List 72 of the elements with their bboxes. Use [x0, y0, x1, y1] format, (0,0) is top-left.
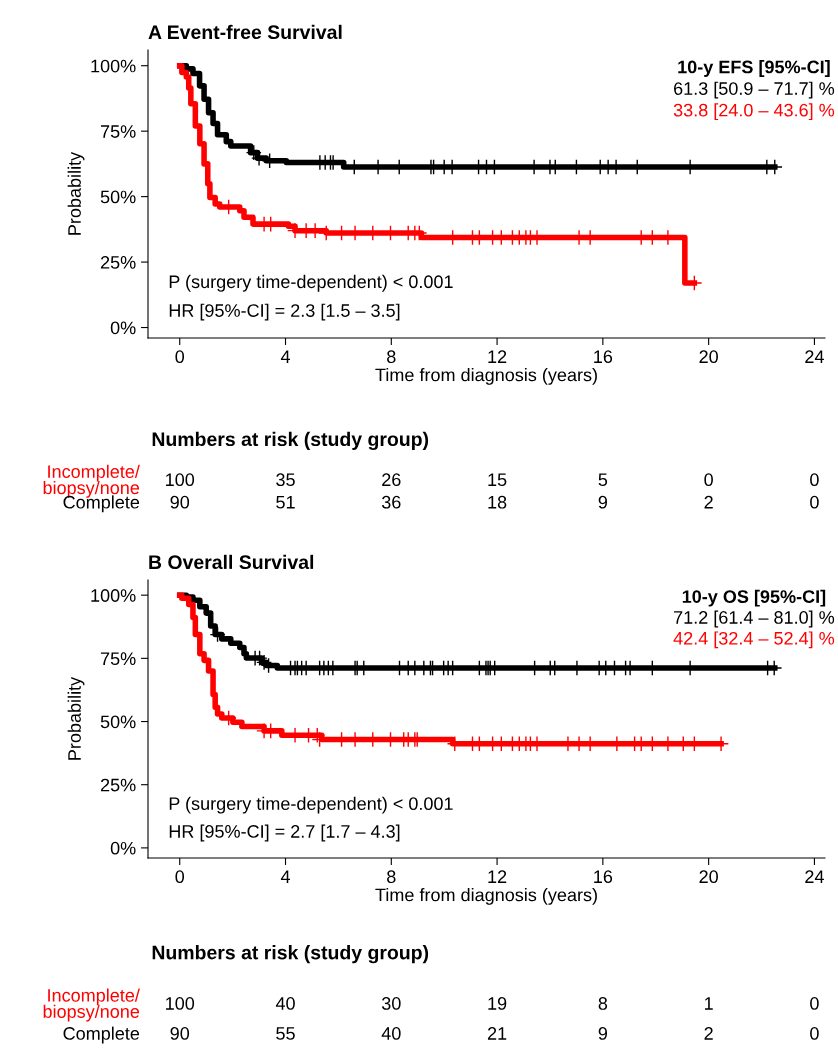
x-tick-label: 0 — [175, 870, 185, 884]
annotation: 33.8 [24.0 – 43.6] % — [673, 103, 835, 121]
data-label: 0 — [704, 473, 713, 487]
annotation: 61.3 [50.9 – 71.7] % — [674, 81, 835, 99]
data-label: 1 — [705, 997, 713, 1010]
annotation: P (surgery time-dependent) < 0.001 — [169, 796, 453, 814]
y-tick-label: 0% — [110, 321, 136, 335]
x-tick-label: 4 — [280, 870, 291, 883]
annotation: HR [95%-CI] = 2.3 [1.5 – 3.5] — [169, 303, 400, 321]
data-label: 0 — [810, 495, 819, 509]
y-tick-label: 25% — [100, 778, 136, 792]
y-axis-title: Probability — [67, 151, 85, 235]
x-tick-label: 8 — [387, 870, 396, 884]
y-tick-label: Incomplete/ biopsy/none — [43, 988, 140, 1022]
y-tick-label: 75% — [100, 125, 136, 138]
data-label: 90 — [170, 495, 190, 509]
x-axis-title: Time from diagnosis (years) — [375, 888, 597, 905]
data-label: 30 — [381, 997, 401, 1010]
x-tick-label: 12 — [488, 350, 507, 363]
data-label: 9 — [598, 495, 608, 509]
data-label: 21 — [487, 1027, 507, 1040]
chart-title: A Event-free Survival — [148, 24, 342, 40]
y-tick-label: 100% — [91, 59, 136, 73]
data-label: 2 — [704, 495, 713, 509]
x-tick-label: 20 — [699, 870, 718, 884]
data-label: 5 — [598, 473, 608, 487]
y-tick-label: 100% — [91, 589, 136, 602]
x-tick-label: 8 — [387, 350, 396, 364]
annotation: 42.4 [32.4 – 52.4] % — [673, 631, 835, 649]
x-tick-label: 4 — [280, 350, 291, 363]
data-label: 18 — [488, 495, 507, 509]
data-label: 40 — [275, 997, 295, 1010]
data-label: 0 — [810, 473, 819, 487]
data-label: 90 — [170, 1027, 190, 1040]
chart-title: B Overall Survival — [149, 554, 314, 570]
y-tick-label: Complete — [63, 1026, 140, 1044]
data-label: 0 — [810, 1027, 819, 1040]
data-label: 100 — [166, 997, 195, 1010]
annotation: 10-y EFS [95%-CI] — [678, 60, 830, 77]
data-label: 0 — [810, 997, 819, 1010]
annotation: HR [95%-CI] = 2.7 [1.7 – 4.3] — [169, 824, 400, 842]
annotation: 71.2 [61.4 – 81.0] % — [674, 610, 835, 628]
x-tick-label: 16 — [594, 350, 613, 364]
data-label: 55 — [276, 1027, 295, 1040]
y-tick-label: 75% — [100, 652, 136, 666]
data-label: 9 — [598, 1027, 608, 1040]
data-label: 8 — [598, 997, 608, 1010]
chart-title: Numbers at risk (study group) — [152, 431, 429, 450]
data-label: 26 — [382, 473, 401, 487]
x-tick-label: 12 — [488, 870, 507, 883]
annotation: P (surgery time-dependent) < 0.001 — [169, 274, 453, 292]
chart-title: Numbers at risk (study group) — [152, 945, 429, 964]
data-label: 100 — [166, 473, 195, 487]
x-tick-label: 16 — [594, 870, 613, 884]
data-label: 15 — [488, 473, 507, 487]
y-tick-label: 25% — [100, 256, 136, 269]
data-label: 40 — [381, 1027, 401, 1040]
y-tick-label: 50% — [100, 715, 136, 729]
x-tick-label: 20 — [699, 350, 718, 364]
y-tick-label: 50% — [100, 190, 136, 204]
x-axis-title: Time from diagnosis (years) — [375, 368, 597, 385]
x-tick-label: 0 — [175, 350, 185, 364]
data-label: 19 — [488, 997, 507, 1010]
data-label: 35 — [276, 473, 295, 487]
y-tick-label: 0% — [110, 841, 136, 855]
annotation: 10-y OS [95%-CI] — [682, 589, 826, 607]
x-tick-label: 24 — [805, 870, 824, 883]
data-label: 51 — [276, 496, 295, 509]
data-label: 36 — [381, 495, 401, 509]
x-tick-label: 24 — [805, 350, 824, 363]
data-label: 2 — [704, 1027, 713, 1040]
y-axis-title: Probability — [67, 676, 85, 760]
